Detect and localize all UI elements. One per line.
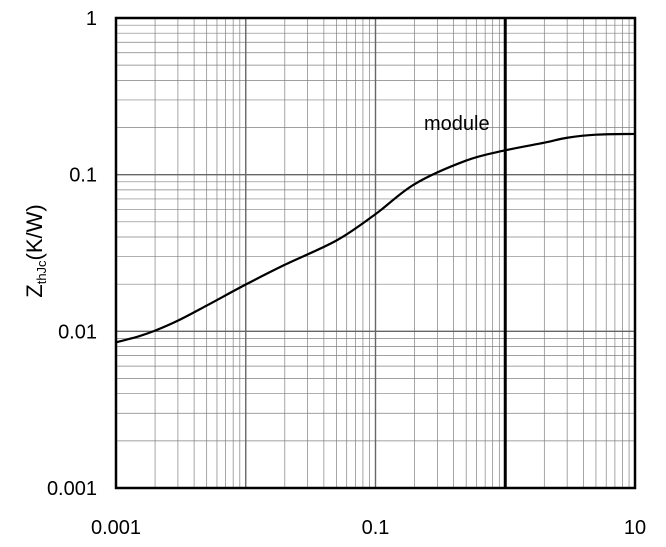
- series-line-zthjc: [115, 132, 636, 344]
- x-tick-label: 10: [624, 517, 646, 539]
- x-tick-labels: 0.001 0.1 10: [91, 517, 646, 539]
- plot-frame: [114, 16, 637, 490]
- y-axis-label-unit: (K/W): [22, 204, 47, 260]
- y-tick-labels: 1 0.1 0.01 0.001: [47, 8, 97, 500]
- x-tick-label: 0.1: [362, 517, 390, 539]
- y-axis-label: ZthJc(K/W): [22, 204, 49, 298]
- y-tick-label: 0.01: [58, 321, 97, 343]
- y-axis-label-subscript: thJc: [34, 260, 49, 284]
- minor-grid: [116, 18, 635, 488]
- module-annotation: module: [424, 113, 490, 135]
- y-tick-label: 0.1: [69, 165, 97, 187]
- y-tick-label: 1: [86, 8, 97, 30]
- y-tick-label: 0.001: [47, 478, 97, 500]
- x-tick-label: 0.001: [91, 517, 141, 539]
- y-axis-label-main: Z: [22, 284, 47, 297]
